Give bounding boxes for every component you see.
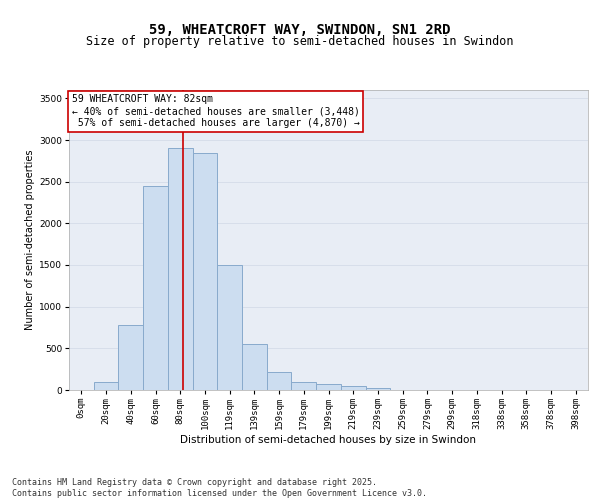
Bar — [292, 382, 316, 390]
Text: Size of property relative to semi-detached houses in Swindon: Size of property relative to semi-detach… — [86, 35, 514, 48]
Bar — [118, 325, 143, 390]
Bar — [267, 372, 292, 390]
Text: 59 WHEATCROFT WAY: 82sqm
← 40% of semi-detached houses are smaller (3,448)
 57% : 59 WHEATCROFT WAY: 82sqm ← 40% of semi-d… — [71, 94, 359, 128]
Bar — [365, 388, 390, 390]
Text: 59, WHEATCROFT WAY, SWINDON, SN1 2RD: 59, WHEATCROFT WAY, SWINDON, SN1 2RD — [149, 22, 451, 36]
X-axis label: Distribution of semi-detached houses by size in Swindon: Distribution of semi-detached houses by … — [181, 434, 476, 445]
Bar — [217, 265, 242, 390]
Bar — [242, 344, 267, 390]
Bar — [316, 384, 341, 390]
Bar — [143, 186, 168, 390]
Y-axis label: Number of semi-detached properties: Number of semi-detached properties — [25, 150, 35, 330]
Text: Contains HM Land Registry data © Crown copyright and database right 2025.
Contai: Contains HM Land Registry data © Crown c… — [12, 478, 427, 498]
Bar — [168, 148, 193, 390]
Bar — [193, 152, 217, 390]
Bar — [94, 382, 118, 390]
Bar — [341, 386, 365, 390]
